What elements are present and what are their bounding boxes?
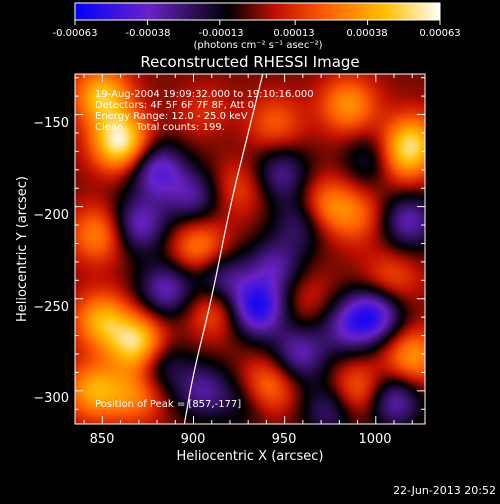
- colorbar-tick-label-5: 0.00063: [419, 28, 460, 39]
- axis-ticks: [75, 74, 425, 424]
- y-tick-label-150: −150: [33, 116, 69, 131]
- solar-limb-curve: [183, 74, 264, 424]
- x-axis-label: Heliocentric X (arcsec): [177, 449, 324, 464]
- info-line-time: 19-Aug-2004 19:09:32.000 to 19:10:16.000: [95, 89, 314, 100]
- info-line-detectors: Detectors: 4F 5F 6F 7F 8F, Att 0: [95, 100, 254, 111]
- info-block: 19-Aug-2004 19:09:32.000 to 19:10:16.000…: [95, 89, 314, 133]
- info-line-energy: Energy Range: 12.0 - 25.0 keV: [95, 111, 248, 122]
- x-tick-label-950: 950: [272, 432, 297, 447]
- colorbar: -0.00063 -0.00038 -0.00013 0.00013 0.000…: [53, 2, 461, 51]
- colorbar-tick-label-4: 0.00038: [346, 28, 387, 39]
- colorbar-tick-label-2: -0.00013: [199, 28, 244, 39]
- chart-title: Reconstructed RHESSI Image: [140, 53, 359, 71]
- colorbar-gradient: [74, 2, 441, 21]
- info-line-counts: Clean Total counts: 199.: [95, 122, 225, 133]
- y-tick-label-250: −250: [33, 300, 69, 315]
- heatmap-image: [75, 74, 425, 424]
- y-axis-label: Heliocentric Y (arcsec): [15, 176, 30, 322]
- colorbar-units: (photons cm⁻² s⁻¹ asec⁻²): [193, 40, 322, 51]
- x-tick-label-900: 900: [181, 432, 206, 447]
- colorbar-tick-label-3: 0.00013: [273, 28, 314, 39]
- plot-frame: [74, 73, 426, 425]
- y-tick-label-200: −200: [33, 208, 69, 223]
- x-tick-label-1000: 1000: [358, 432, 391, 447]
- colorbar-tick-label-1: -0.00038: [126, 28, 171, 39]
- y-tick-label-300: −300: [33, 391, 69, 406]
- colorbar-ticks: [74, 20, 441, 25]
- footer-date: 22-Jun-2013 20:52: [393, 484, 496, 497]
- x-tick-label-850: 850: [90, 432, 115, 447]
- colorbar-tick-label-0: -0.00063: [53, 28, 98, 39]
- peak-position-label: Position of Peak = [857,-177]: [95, 399, 241, 410]
